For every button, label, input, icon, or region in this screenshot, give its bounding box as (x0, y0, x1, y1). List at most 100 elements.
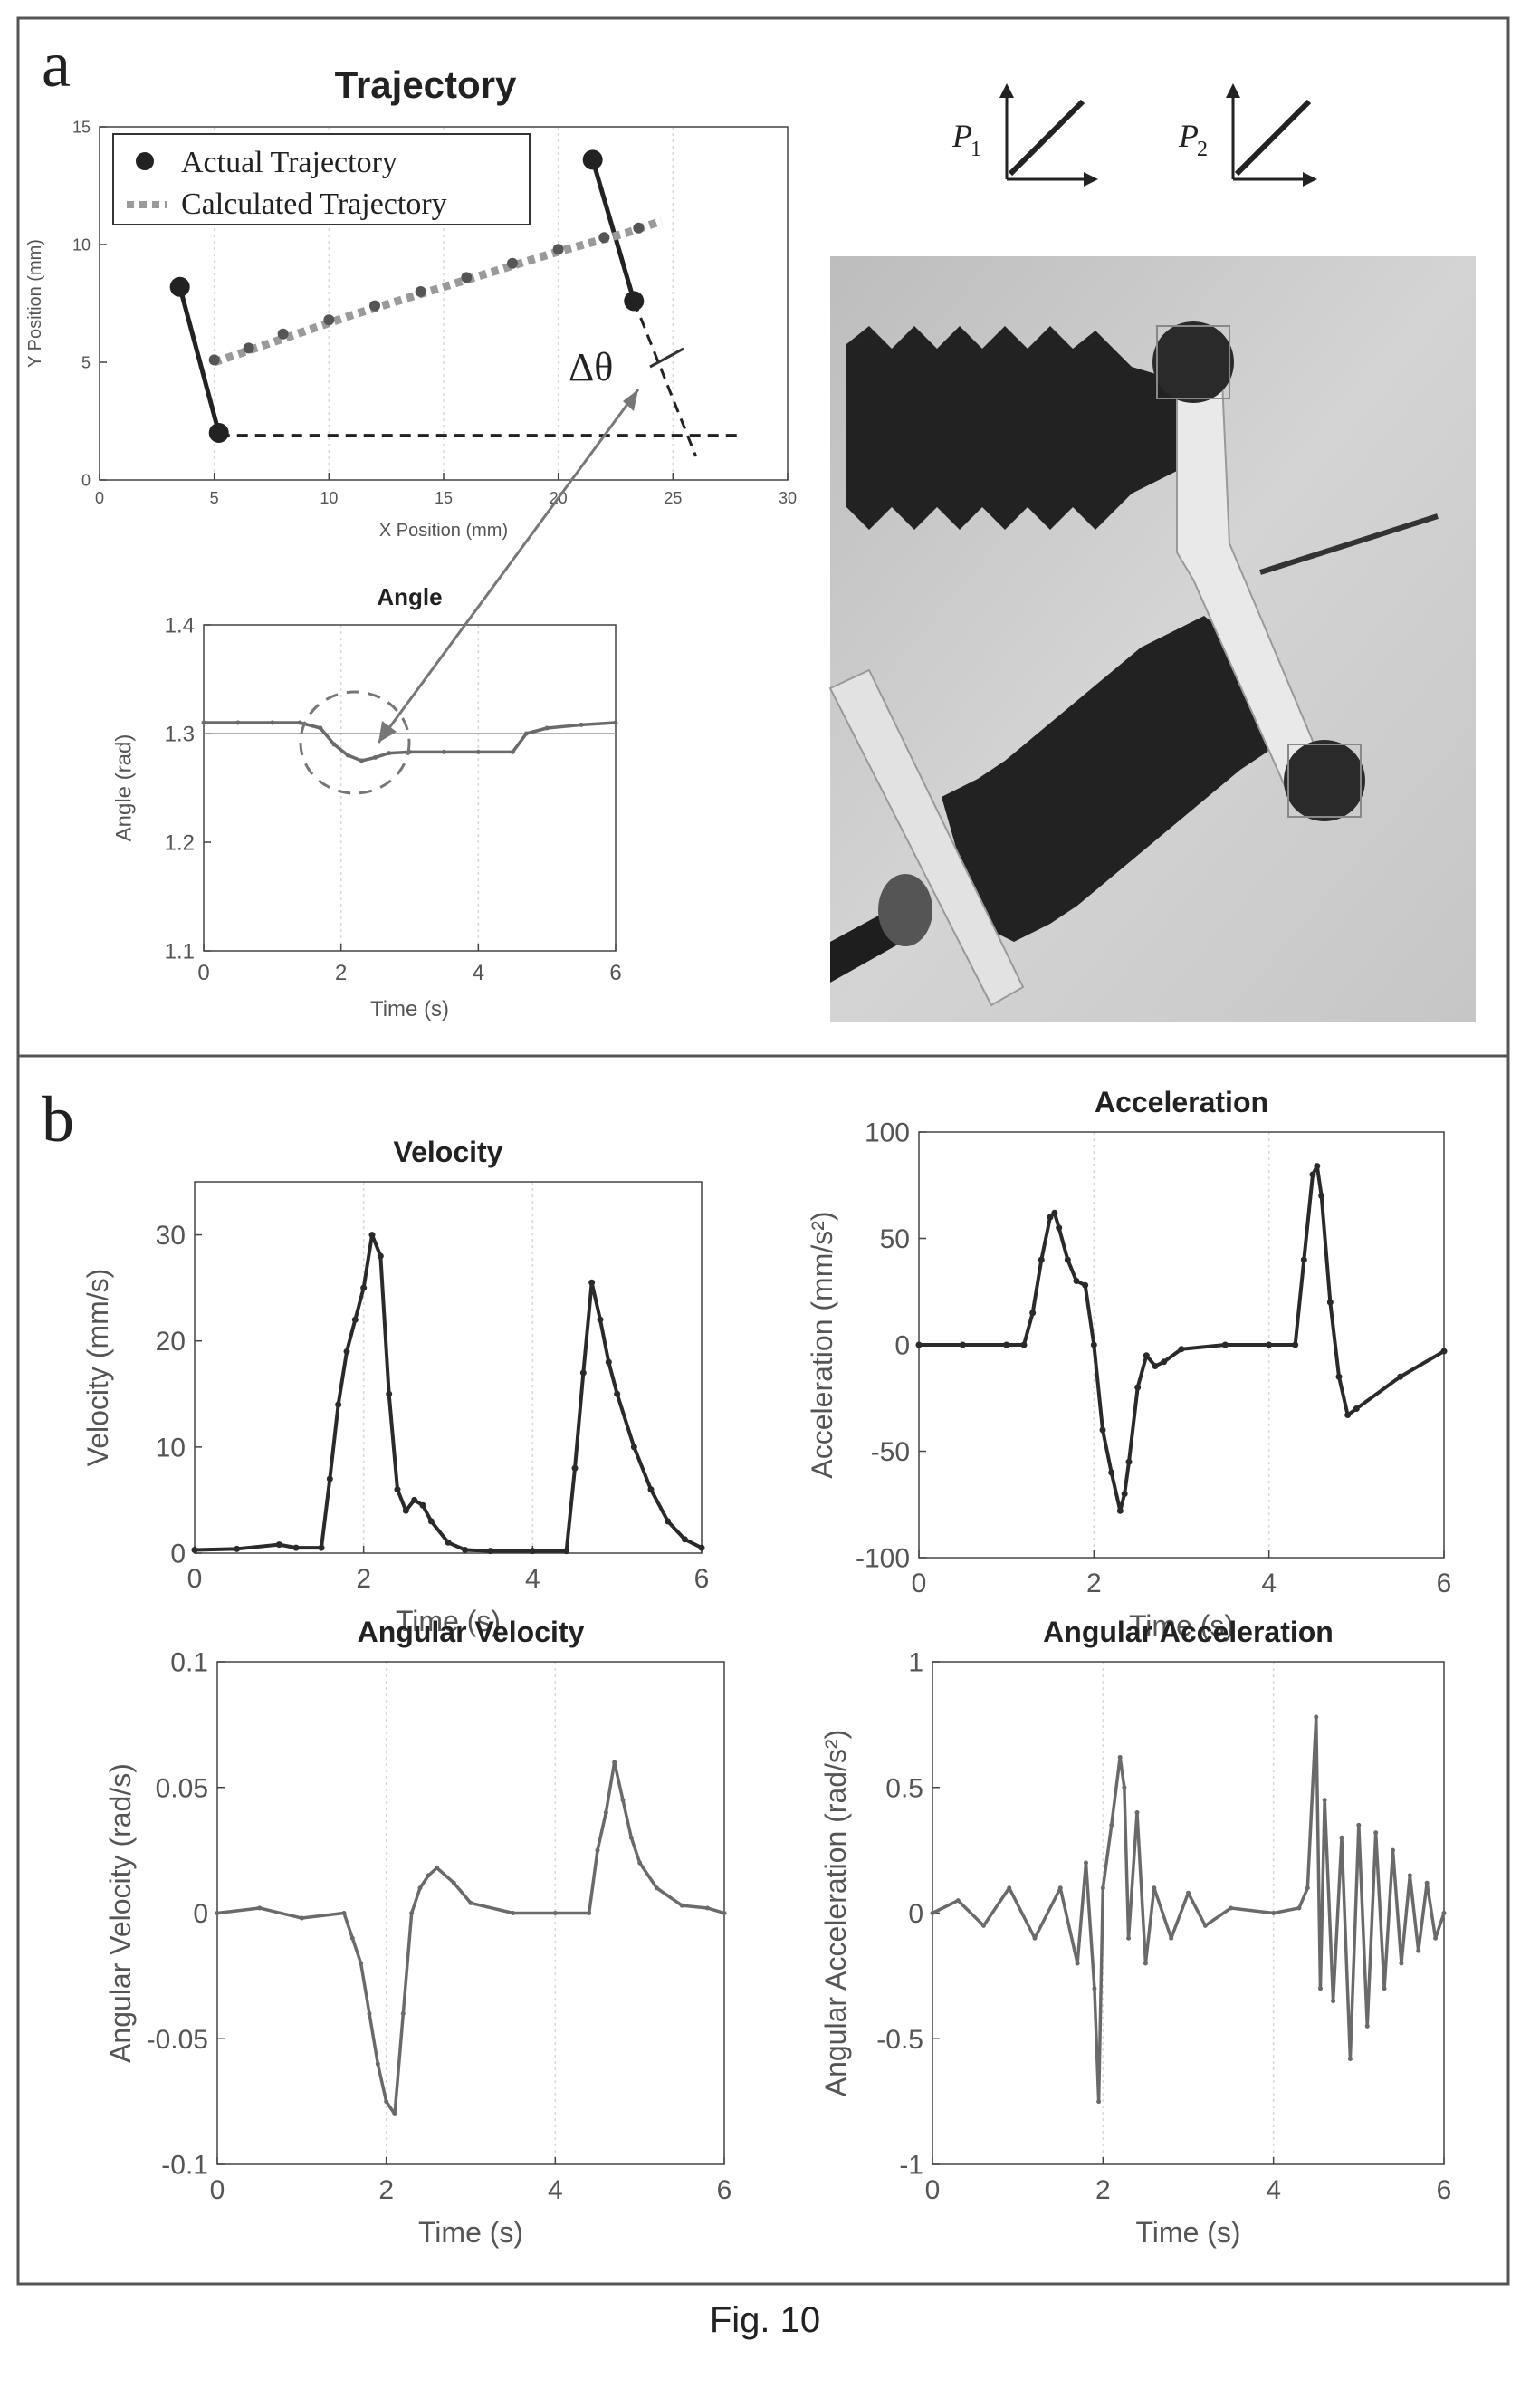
y-tick-label: -50 (871, 1437, 910, 1467)
series-point (234, 1545, 241, 1552)
series-point (1309, 1171, 1316, 1178)
x-tick-label: 2 (356, 1564, 371, 1594)
chart-title: Acceleration (1095, 1086, 1268, 1118)
y-tick-label: -1 (899, 2151, 923, 2181)
actual-trajectory-point (598, 232, 610, 244)
series-point (523, 731, 529, 736)
series-point (299, 1915, 304, 1921)
series-point (1178, 1346, 1185, 1353)
actual-trajectory-point (461, 272, 473, 283)
series-point (1007, 1885, 1012, 1891)
y-tick-label: 30 (156, 1221, 186, 1251)
series-point (426, 1873, 431, 1878)
y-tick-label: 5 (81, 353, 91, 371)
series-point (1317, 1986, 1323, 1991)
series-point (614, 1390, 621, 1397)
series-point (1271, 1911, 1277, 1915)
y-tick-label: 0.1 (170, 1648, 208, 1678)
chart-title: Angular Velocity (358, 1616, 585, 1648)
series-point (959, 1341, 966, 1348)
link-line (590, 158, 636, 302)
lower-bellows (942, 616, 1286, 942)
y-tick-label: 0 (908, 1899, 923, 1929)
series-point (377, 1252, 384, 1260)
series-point (409, 1911, 415, 1915)
y-tick-label: 20 (156, 1327, 186, 1357)
series-point (1292, 1341, 1299, 1348)
series-line (216, 1760, 725, 2116)
actual-trajectory-point (552, 244, 564, 255)
x-tick-label: 0 (925, 2175, 941, 2205)
series-point (544, 725, 550, 731)
angular-velocity-chart: 0 2 4 6 -0.1 -0.05 0 0.05 0.1 Angular Velocity Tim… (104, 1616, 732, 2249)
series-point (441, 749, 446, 754)
series-point (1134, 1384, 1142, 1391)
series-point (257, 1905, 263, 1911)
actual-trajectory-point (369, 300, 380, 312)
y-tick-label: 0 (170, 1540, 186, 1569)
series-point (1099, 1426, 1106, 1434)
x-tick-label: 0 (912, 1569, 927, 1598)
x-tick-label: 0 (197, 961, 209, 985)
series-point (1152, 1885, 1157, 1891)
series-point (595, 1847, 600, 1853)
series-point (1397, 1373, 1404, 1380)
series-point (1353, 1405, 1360, 1412)
series-point (349, 1935, 355, 1941)
legend-marker-actual (136, 152, 154, 170)
series-point (368, 1232, 376, 1239)
angular-acceleration-chart: 0 2 4 6 -1 -0.5 0 0.5 1 Angular Acceleration Time … (819, 1616, 1451, 2249)
y-axis-label: Angular Acceleration (rad/s²) (819, 1730, 852, 2097)
series-point (1038, 1256, 1045, 1263)
series-point (318, 725, 323, 731)
series-point (679, 1903, 684, 1908)
p2-subscript: 2 (1197, 138, 1208, 161)
joint-point (169, 276, 190, 297)
series-point (698, 1544, 705, 1551)
y-tick-label: 0 (894, 1331, 910, 1361)
series-point (292, 1544, 300, 1551)
series-point (1090, 1341, 1097, 1348)
x-tick-label: 0 (187, 1564, 203, 1594)
p1-label: P (951, 118, 972, 154)
series-point (1121, 1491, 1128, 1497)
y-axis-label: Velocity (mm/s) (81, 1269, 114, 1467)
trajectory-chart: 051015202530051015TrajectoryX Position (… (25, 63, 797, 541)
y-axis-label: Acceleration (mm/s²) (806, 1211, 838, 1478)
y-tick-label: -100 (856, 1544, 910, 1574)
p2-label: P (1178, 118, 1199, 154)
chart-title: Velocity (394, 1136, 503, 1168)
chart-title: Trajectory (335, 63, 517, 106)
series-point (367, 2011, 372, 2016)
y-tick-label: 0 (81, 471, 91, 489)
series-point (1364, 2023, 1370, 2029)
series-point (445, 1539, 452, 1546)
series-point (341, 1911, 347, 1915)
base-frame (828, 668, 1025, 1007)
series-point (387, 751, 392, 756)
series-point (335, 1401, 342, 1408)
series-point (1109, 1822, 1114, 1828)
series-point (375, 2061, 380, 2067)
series-point (359, 758, 364, 763)
series-point (552, 1911, 558, 1915)
series-point (386, 1390, 393, 1397)
series-point (475, 749, 481, 754)
series-point (487, 1548, 494, 1555)
x-tick-label: 4 (1266, 2175, 1281, 2205)
y-tick-label: 10 (156, 1433, 186, 1463)
x-tick-label: 4 (1261, 1569, 1277, 1598)
series-point (1326, 1299, 1334, 1306)
series-point (529, 1548, 536, 1555)
series-point (1051, 1209, 1058, 1216)
actual-trajectory-point (277, 328, 289, 340)
series-point (451, 1880, 456, 1885)
series-point (1416, 1948, 1421, 1953)
y-tick-label: 100 (865, 1118, 910, 1148)
series-point (630, 1444, 637, 1451)
series-point (571, 1464, 579, 1472)
series-point (1266, 1341, 1273, 1348)
x-tick-label: 2 (378, 2175, 394, 2205)
x-tick-label: 4 (473, 961, 484, 985)
series-point (1391, 1847, 1395, 1853)
